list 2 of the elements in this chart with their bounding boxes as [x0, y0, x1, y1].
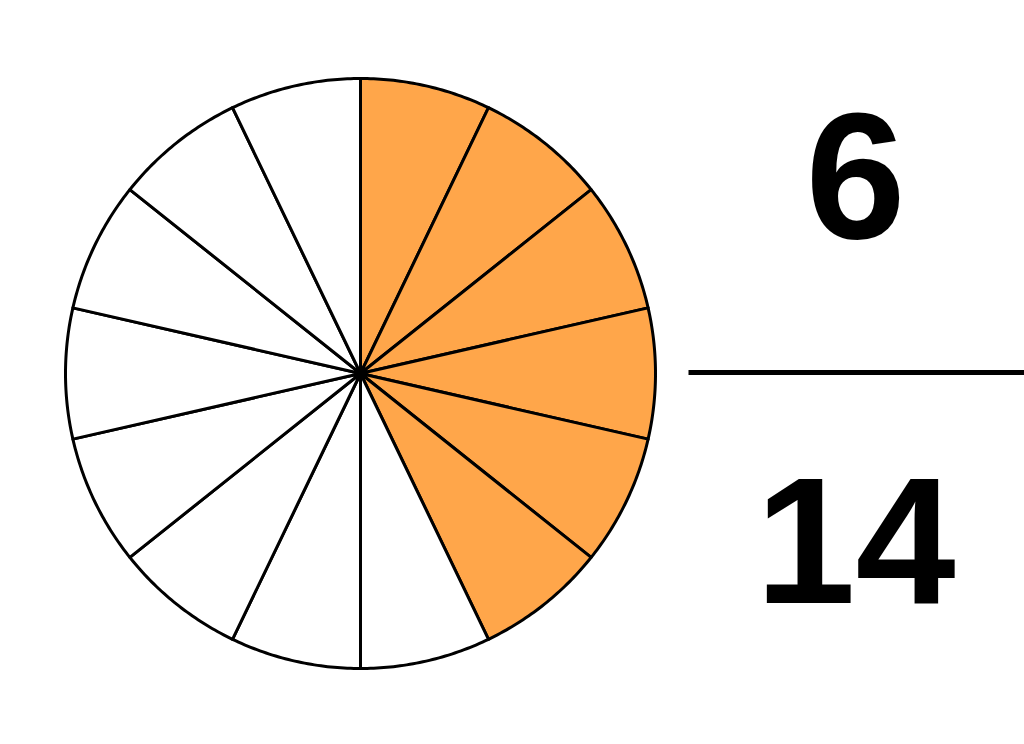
text: 14: [755, 440, 956, 641]
text: 6: [805, 75, 906, 276]
